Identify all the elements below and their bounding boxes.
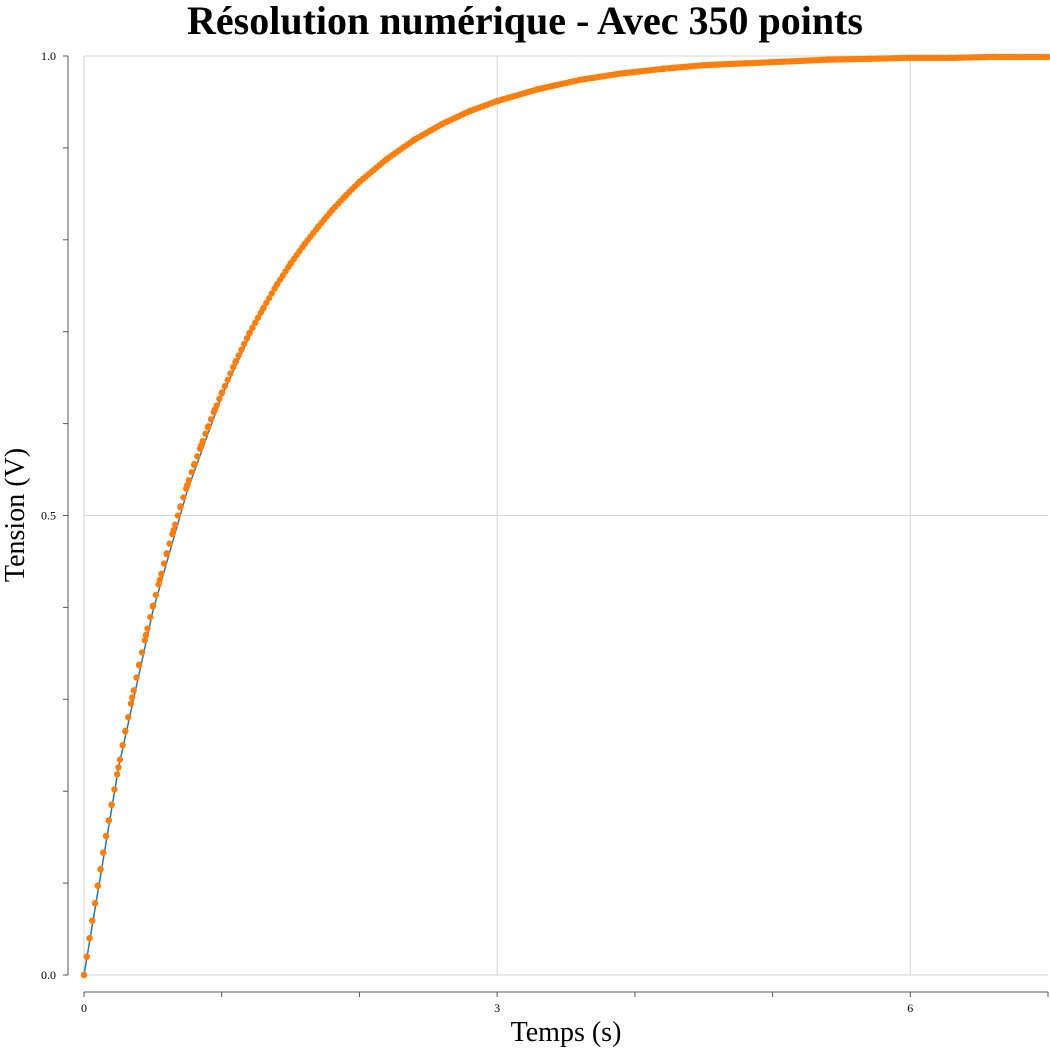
data-point xyxy=(113,771,121,778)
data-point xyxy=(102,832,110,840)
data-point xyxy=(94,882,102,889)
data-point xyxy=(166,540,173,547)
data-point xyxy=(232,357,240,365)
data-point xyxy=(171,521,179,528)
data-point xyxy=(196,445,204,452)
data-point xyxy=(124,714,132,721)
data-point xyxy=(260,304,267,312)
y-axis-label: Tension (V) xyxy=(0,448,31,582)
data-point xyxy=(127,700,135,707)
data-point xyxy=(91,899,99,907)
data-point xyxy=(136,661,143,668)
data-point xyxy=(177,503,184,510)
data-point xyxy=(141,637,148,644)
data-point xyxy=(163,550,171,557)
data-point xyxy=(169,530,176,538)
data-point xyxy=(111,786,118,793)
chart-title: Résolution numérique - Avec 350 points xyxy=(187,0,863,43)
data-point xyxy=(147,613,154,621)
y-tick-label: 1.0 xyxy=(41,49,56,63)
data-point xyxy=(194,453,201,460)
data-point xyxy=(191,460,198,468)
data-point xyxy=(268,290,276,297)
data-point xyxy=(105,817,113,824)
data-point xyxy=(241,340,248,348)
gridlines xyxy=(83,55,1048,976)
data-point xyxy=(144,625,151,632)
data-point xyxy=(149,602,157,609)
data-point xyxy=(185,477,193,484)
x-tick-label: 3 xyxy=(494,1001,500,1015)
data-point xyxy=(265,295,273,302)
data-point xyxy=(235,352,242,359)
data-point xyxy=(142,631,150,639)
data-point xyxy=(216,395,223,403)
y-tick-label: 0.0 xyxy=(41,968,56,982)
data-point xyxy=(271,285,278,292)
data-point xyxy=(129,694,136,701)
data-point xyxy=(89,917,96,924)
data-point xyxy=(224,376,231,384)
data-point xyxy=(257,309,264,316)
data-point xyxy=(249,324,256,331)
data-point xyxy=(100,849,107,856)
data-point xyxy=(86,934,93,942)
data-point xyxy=(115,764,122,771)
data-point xyxy=(138,649,146,656)
x-tick-label: 6 xyxy=(907,1001,913,1015)
data-point xyxy=(243,335,251,342)
data-point xyxy=(160,560,168,567)
data-point xyxy=(133,674,140,681)
data-point xyxy=(130,687,137,694)
y-tick-label: 0.5 xyxy=(41,509,56,523)
data-point xyxy=(183,485,190,492)
axes: 0 3 6 0.0 0.5 1.0 xyxy=(41,49,1049,1015)
data-point xyxy=(119,742,126,749)
data-point xyxy=(174,512,182,519)
data-point xyxy=(122,727,129,735)
data-point xyxy=(202,430,209,437)
data-point xyxy=(252,319,259,326)
data-point xyxy=(254,314,262,321)
data-point xyxy=(246,329,253,336)
data-point xyxy=(207,416,215,423)
data-point xyxy=(116,756,124,763)
data-point xyxy=(205,423,212,430)
data-point xyxy=(158,570,165,578)
data-point xyxy=(97,865,104,873)
data-point xyxy=(152,591,160,599)
series-points-dense xyxy=(80,53,1050,979)
data-point xyxy=(155,581,162,588)
plot-area xyxy=(80,53,1050,979)
data-point xyxy=(83,953,90,960)
data-point xyxy=(108,801,115,808)
data-point xyxy=(227,370,234,377)
data-point xyxy=(80,971,88,979)
data-point xyxy=(210,409,218,416)
x-tick-label: 0 xyxy=(81,1001,87,1015)
data-point xyxy=(221,382,229,390)
data-point xyxy=(238,346,245,353)
data-point xyxy=(229,364,237,371)
data-point xyxy=(213,402,220,409)
data-point xyxy=(218,389,226,396)
data-point xyxy=(1044,53,1050,61)
data-point xyxy=(263,299,270,307)
x-axis-label: Temps (s) xyxy=(511,1017,622,1048)
data-point xyxy=(180,494,187,501)
data-point xyxy=(188,468,195,476)
data-point xyxy=(199,437,206,445)
